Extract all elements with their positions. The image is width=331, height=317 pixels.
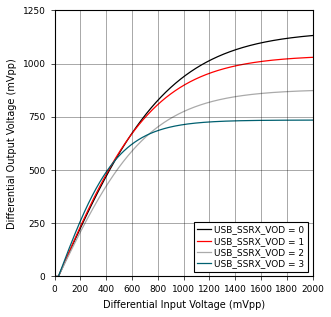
USB_SSRX_VOD = 3 <box>290 118 294 122</box>
USB_SSRX_VOD = 1 <box>163 96 167 100</box>
USB_SSRX_VOD = 3 <box>175 124 179 127</box>
USB_SSRX_VOD = 1 <box>175 87 179 91</box>
USB_SSRX_VOD = 3 <box>163 126 167 130</box>
USB_SSRX_VOD = 0 <box>175 80 179 84</box>
USB_SSRX_VOD = 0 <box>290 36 294 40</box>
USB_SSRX_VOD = 3 <box>310 118 314 122</box>
USB_SSRX_VOD = 3 <box>53 275 57 278</box>
Line: USB_SSRX_VOD = 0: USB_SSRX_VOD = 0 <box>55 36 312 276</box>
USB_SSRX_VOD = 0 <box>310 34 314 37</box>
USB_SSRX_VOD = 2 <box>240 94 244 98</box>
USB_SSRX_VOD = 3 <box>240 119 244 123</box>
USB_SSRX_VOD = 0 <box>163 91 167 95</box>
USB_SSRX_VOD = 1 <box>310 55 314 59</box>
Y-axis label: Differential Output Voltage (mVpp): Differential Output Voltage (mVpp) <box>7 58 17 229</box>
USB_SSRX_VOD = 2 <box>163 120 167 124</box>
USB_SSRX_VOD = 2 <box>53 275 57 278</box>
Line: USB_SSRX_VOD = 1: USB_SSRX_VOD = 1 <box>55 57 312 276</box>
USB_SSRX_VOD = 2 <box>290 89 294 93</box>
USB_SSRX_VOD = 3 <box>161 127 165 131</box>
USB_SSRX_VOD = 1 <box>303 56 307 60</box>
USB_SSRX_VOD = 1 <box>240 63 244 67</box>
Line: USB_SSRX_VOD = 3: USB_SSRX_VOD = 3 <box>55 120 312 276</box>
USB_SSRX_VOD = 1 <box>290 57 294 61</box>
USB_SSRX_VOD = 2 <box>310 89 314 93</box>
USB_SSRX_VOD = 2 <box>303 89 307 93</box>
USB_SSRX_VOD = 2 <box>161 121 165 125</box>
USB_SSRX_VOD = 0 <box>161 93 165 97</box>
USB_SSRX_VOD = 1 <box>161 98 165 102</box>
Line: USB_SSRX_VOD = 2: USB_SSRX_VOD = 2 <box>55 91 312 276</box>
USB_SSRX_VOD = 0 <box>53 275 57 278</box>
USB_SSRX_VOD = 2 <box>175 113 179 117</box>
USB_SSRX_VOD = 0 <box>240 46 244 50</box>
Legend: USB_SSRX_VOD = 0, USB_SSRX_VOD = 1, USB_SSRX_VOD = 2, USB_SSRX_VOD = 3: USB_SSRX_VOD = 0, USB_SSRX_VOD = 1, USB_… <box>194 222 308 272</box>
USB_SSRX_VOD = 3 <box>303 118 307 122</box>
X-axis label: Differential Input Voltage (mVpp): Differential Input Voltage (mVpp) <box>103 300 265 310</box>
USB_SSRX_VOD = 1 <box>53 275 57 278</box>
USB_SSRX_VOD = 0 <box>303 34 307 38</box>
